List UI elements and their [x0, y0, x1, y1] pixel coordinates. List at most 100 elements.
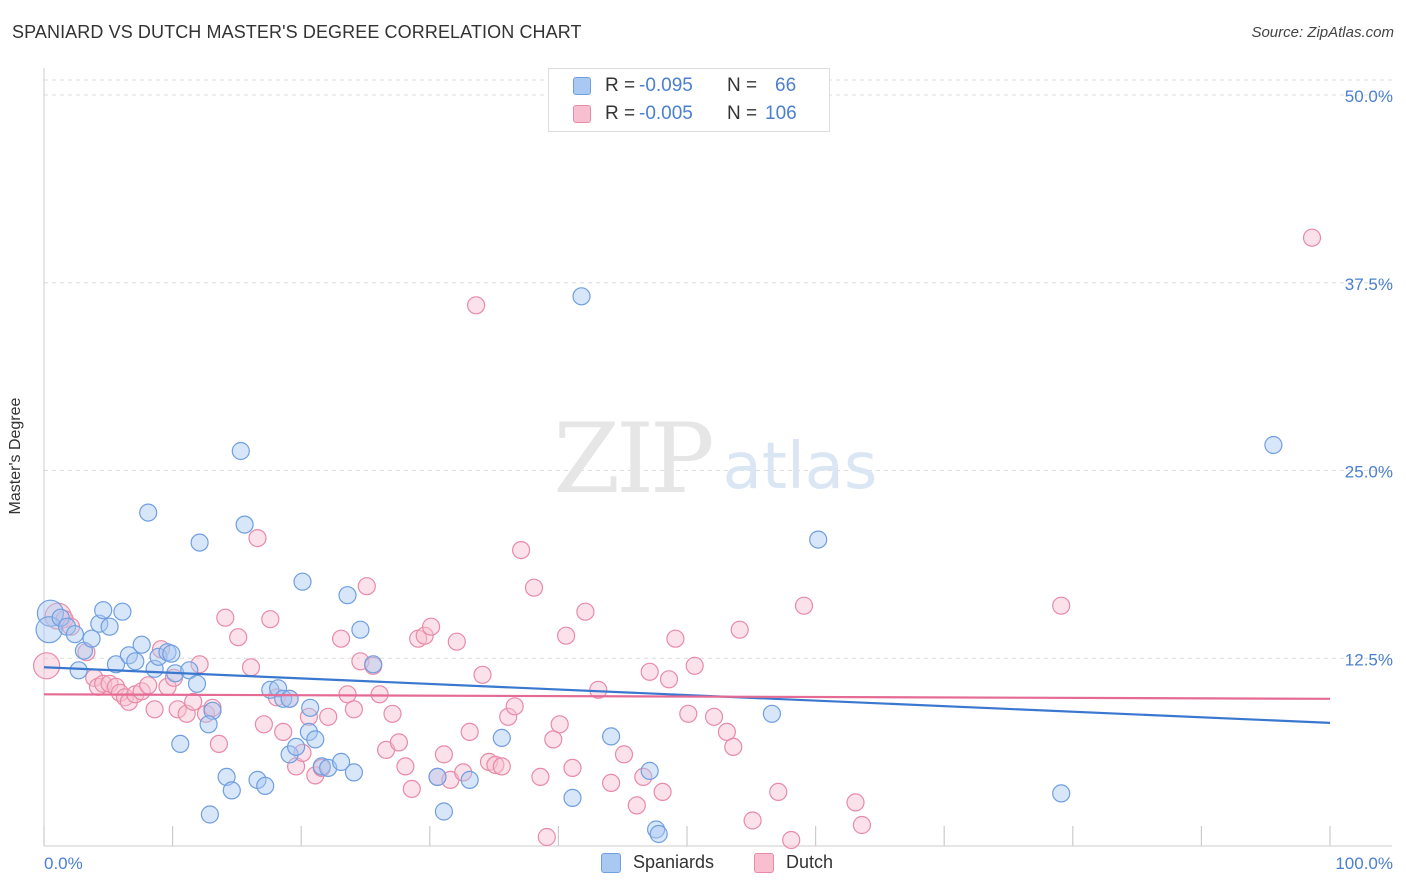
y-tick-label: 25.0%: [1345, 463, 1393, 482]
y-tick-label: 37.5%: [1345, 275, 1393, 294]
spaniards-point: [428, 767, 447, 787]
watermark-atlas: atlas: [723, 430, 878, 504]
spaniards-point: [51, 608, 70, 627]
dutch-point: [319, 707, 338, 726]
spaniards-point: [65, 625, 85, 644]
dutch-point: [666, 629, 685, 648]
dutch-point: [460, 722, 479, 742]
x-tick-label: 0.0%: [44, 854, 83, 873]
spaniards-point: [256, 776, 275, 796]
dutch-point: [454, 763, 473, 782]
spaniards-point: [1052, 784, 1071, 803]
spaniards-point: [338, 586, 357, 605]
spaniards-point: [312, 757, 331, 776]
dutch-point: [730, 620, 749, 639]
dutch-point: [769, 782, 788, 802]
dutch-point: [383, 704, 402, 723]
dutch-point: [640, 662, 659, 681]
spaniards-point: [69, 661, 88, 680]
spaniards-point: [113, 602, 132, 621]
dutch-point: [216, 608, 235, 627]
legend-item-dutch[interactable]: Dutch: [754, 852, 833, 873]
spaniards-point: [90, 614, 109, 633]
dutch-point: [511, 540, 531, 560]
spaniards-point: [649, 824, 668, 844]
data-points: [32, 228, 1322, 850]
dutch-point: [1052, 596, 1071, 615]
dutch-point: [492, 757, 511, 776]
dutch-point: [254, 715, 273, 734]
spaniards-point: [563, 788, 582, 808]
spaniards-point: [269, 679, 288, 698]
spaniards-point: [460, 770, 479, 790]
legend-item-spaniards[interactable]: Spaniards: [601, 852, 714, 873]
spaniards-legend-swatch: [601, 852, 621, 873]
spaniards-point: [287, 737, 306, 757]
dutch-point: [1302, 228, 1322, 247]
dutch-point: [209, 734, 228, 754]
n-value: 106: [765, 103, 797, 124]
spaniards-point: [364, 655, 383, 674]
dutch-point: [782, 830, 801, 850]
series-legend: Spaniards Dutch: [0, 852, 1406, 878]
dutch-point: [370, 685, 389, 704]
tick-labels: 12.5% 25.0% 37.5% 50.0% 0.0% 100.0%: [44, 87, 1393, 873]
dutch-point: [499, 707, 518, 726]
spaniards-point: [222, 781, 241, 800]
spaniards-point: [492, 728, 511, 748]
dutch-point: [544, 730, 563, 749]
spaniards-point: [94, 601, 113, 620]
axes: [43, 68, 1392, 847]
dutch-point: [563, 758, 582, 778]
spaniards-point: [280, 745, 299, 764]
dutch-point: [531, 767, 550, 787]
dutch-point: [402, 779, 421, 799]
spaniards-trend-line: [43, 666, 1331, 724]
dutch-point: [659, 670, 679, 689]
x-tick-label: 100.0%: [1335, 854, 1393, 873]
legend-label: Dutch: [786, 852, 834, 872]
dutch-point: [794, 596, 814, 615]
spaniards-point: [601, 727, 621, 746]
spaniards-point: [106, 655, 126, 674]
stats-legend: R = -0.095 N = 66 R = -0.005 N = 106: [548, 68, 830, 132]
dutch-point: [614, 745, 634, 764]
dutch-point: [139, 676, 158, 695]
dutch-point: [685, 656, 704, 675]
spaniards-point: [199, 715, 218, 734]
dutch-point: [415, 626, 434, 645]
spaniards-point: [203, 701, 222, 720]
dutch-point: [168, 700, 187, 719]
dutch-point: [248, 528, 267, 548]
spaniards-point: [200, 805, 219, 824]
spaniards-point: [344, 763, 363, 782]
spaniards-point: [235, 515, 254, 534]
dutch-point: [537, 827, 556, 847]
watermark: ZIP atlas: [553, 403, 877, 515]
spaniards-point: [572, 287, 591, 306]
dutch-point: [119, 692, 138, 711]
dutch-point: [434, 745, 453, 764]
dutch-point: [396, 757, 415, 776]
dutch-point: [274, 722, 293, 742]
spaniards-point: [306, 730, 325, 749]
stats-legend-row-dutch: R = -0.005 N = 106: [573, 101, 797, 127]
spaniards-point: [82, 629, 101, 648]
spaniards-point: [231, 441, 250, 461]
gridlines: [44, 79, 1392, 659]
dutch-point: [743, 811, 762, 830]
spaniards-point: [299, 722, 318, 742]
spaniards-point: [301, 698, 320, 717]
spaniards-point: [217, 767, 236, 787]
dutch-point: [422, 617, 441, 636]
n-label: N =: [727, 75, 758, 96]
r-label: R =: [605, 103, 636, 124]
dutch-point: [389, 733, 408, 752]
spaniards-point: [35, 616, 63, 644]
dutch-point: [261, 610, 280, 629]
dutch-point: [344, 700, 363, 719]
r-value: -0.005: [639, 103, 693, 124]
dutch-point: [556, 626, 576, 645]
dutch-point: [846, 793, 865, 812]
